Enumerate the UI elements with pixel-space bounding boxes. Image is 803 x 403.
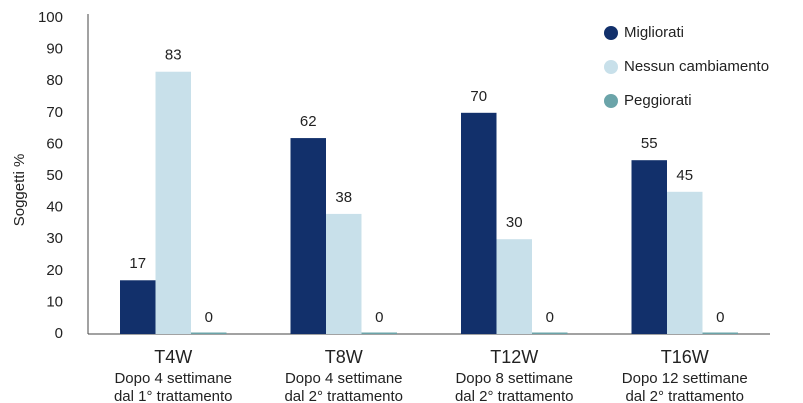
y-tick-label: 80 xyxy=(46,72,63,89)
data-label: 62 xyxy=(300,113,317,130)
y-tick-label: 70 xyxy=(46,104,63,121)
data-label: 70 xyxy=(470,88,487,105)
bar xyxy=(532,332,568,334)
bar xyxy=(496,239,532,334)
x-tick-sublabel: Dopo 8 settimane xyxy=(455,370,573,387)
data-label: 17 xyxy=(129,255,146,272)
legend-label: Nessun cambiamento xyxy=(624,58,769,75)
y-axis-label: Soggetti % xyxy=(11,154,28,227)
data-label: 45 xyxy=(676,167,693,184)
data-label: 38 xyxy=(335,189,352,206)
y-tick-label: 60 xyxy=(46,135,63,152)
x-tick-sublabel: dal 2° trattamento xyxy=(284,388,403,403)
x-tick-sublabel: Dopo 4 settimane xyxy=(114,370,232,387)
x-tick-label: T4W xyxy=(154,347,192,367)
x-tick-label: T12W xyxy=(490,347,538,367)
data-label: 83 xyxy=(165,47,182,64)
legend-marker xyxy=(604,60,618,74)
y-tick-label: 20 xyxy=(46,262,63,279)
y-tick-label: 50 xyxy=(46,167,63,184)
x-tick-sublabel: dal 2° trattamento xyxy=(625,388,744,403)
y-tick-label: 10 xyxy=(46,293,63,310)
data-label: 0 xyxy=(205,309,213,326)
y-tick-label: 0 xyxy=(55,325,63,342)
bar xyxy=(631,160,667,334)
bar xyxy=(702,332,738,334)
bar xyxy=(326,213,362,334)
y-tick-label: 90 xyxy=(46,41,63,58)
data-label: 0 xyxy=(375,309,383,326)
x-tick-sublabel: dal 1° trattamento xyxy=(114,388,233,403)
bar xyxy=(461,112,497,334)
data-label: 55 xyxy=(641,135,658,152)
bar xyxy=(120,280,156,334)
bar xyxy=(290,138,326,334)
x-tick-label: T16W xyxy=(661,347,709,367)
x-tick-sublabel: Dopo 4 settimane xyxy=(285,370,403,387)
data-label: 0 xyxy=(546,309,554,326)
bar xyxy=(667,191,703,334)
x-tick-sublabel: dal 2° trattamento xyxy=(455,388,574,403)
y-tick-label: 30 xyxy=(46,230,63,247)
legend-marker xyxy=(604,26,618,40)
data-label: 0 xyxy=(716,309,724,326)
legend-marker xyxy=(604,94,618,108)
x-tick-label: T8W xyxy=(325,347,363,367)
bar xyxy=(191,332,227,334)
legend-label: Peggiorati xyxy=(624,92,692,109)
bar xyxy=(361,332,397,334)
legend-label: Migliorati xyxy=(624,24,684,41)
data-label: 30 xyxy=(506,214,523,231)
bar xyxy=(155,71,191,334)
x-tick-sublabel: Dopo 12 settimane xyxy=(622,370,748,387)
y-tick-label: 100 xyxy=(38,9,63,26)
y-tick-label: 40 xyxy=(46,199,63,216)
